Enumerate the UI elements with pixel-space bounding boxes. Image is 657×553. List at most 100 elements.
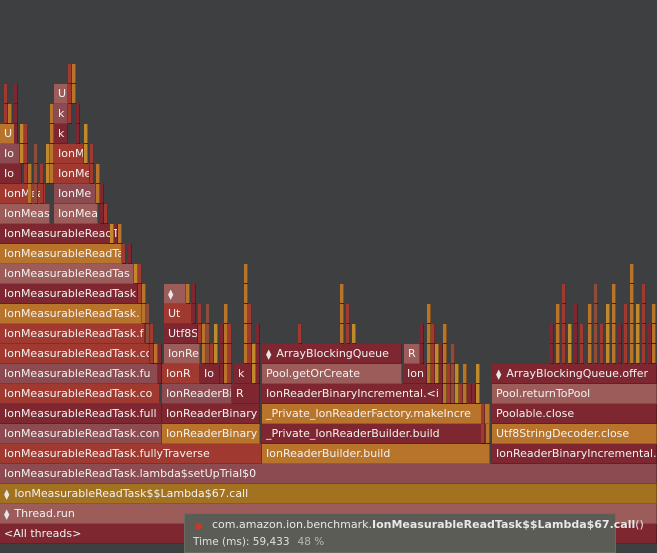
flame-frame-sliver[interactable] [28,164,32,204]
flame-frame-sliver[interactable] [68,64,72,124]
flame-frame[interactable]: R [232,384,260,404]
flame-frame[interactable]: Utf8S [164,324,198,344]
flame-frame[interactable]: R [404,344,420,364]
flame-frame-sliver[interactable] [220,324,224,384]
flame-frame-sliver[interactable] [443,324,447,404]
flame-frame-sliver[interactable] [550,324,554,364]
flame-frame[interactable]: IonMe [54,164,90,184]
flame-frame-sliver[interactable] [476,364,480,404]
flame-frame-sliver[interactable] [486,424,490,444]
flame-frame-sliver[interactable] [20,124,24,164]
flame-frame-sliver[interactable] [142,284,146,324]
flame-frame-sliver[interactable] [594,284,598,364]
flame-frame-sliver[interactable] [244,264,248,364]
flame-frame[interactable]: ▲ ▼ [164,284,186,304]
flame-frame-sliver[interactable] [76,104,80,144]
flame-frame-sliver[interactable] [104,204,108,224]
flame-frame[interactable]: Io [200,364,220,384]
flame-frame-sliver[interactable] [481,404,485,444]
flame-frame[interactable]: IonMeas [0,204,50,224]
flame-frame[interactable]: _Private_IonReaderFactory.makeIncre [262,404,490,424]
flame-frame-sliver[interactable] [146,304,150,344]
flame-frame-sliver[interactable] [568,324,572,364]
flame-frame[interactable]: Utf8StringDecoder.close [492,424,657,444]
flame-frame-sliver[interactable] [298,324,302,344]
flame-frame[interactable]: IonMeasurableReadTas [0,264,134,284]
flame-frame-sliver[interactable] [447,364,451,404]
flame-frame-sliver[interactable] [472,384,476,404]
flame-frame-sliver[interactable] [652,304,656,364]
flame-frame-sliver[interactable] [90,144,94,184]
flame-frame[interactable]: Poolable.close [492,404,657,424]
flame-frame-sliver[interactable] [252,344,256,384]
flame-frame-sliver[interactable] [4,84,8,124]
flame-frame-sliver[interactable] [122,244,126,264]
flame-frame-sliver[interactable] [206,304,210,364]
flame-frame[interactable]: IonMeasurableReadT [0,224,118,244]
flame-frame-sliver[interactable] [46,144,50,184]
flame-frame[interactable]: IonMeasurableReadTask.fullyTraverse [0,444,262,464]
flame-frame[interactable]: Io [0,144,20,164]
flame-frame-sliver[interactable] [202,324,206,364]
flame-frame-sliver[interactable] [210,344,214,364]
flame-frame-sliver[interactable] [72,64,76,104]
flame-frame-sliver[interactable] [556,304,560,364]
flame-frame[interactable]: IonMeasurableReadTask.lambda$setUpTrial$… [0,464,657,484]
flame-frame-sliver[interactable] [150,324,154,364]
flame-frame-sliver[interactable] [14,84,18,144]
flame-frame-sliver[interactable] [228,324,232,384]
flame-frame-sliver[interactable] [198,304,202,344]
flame-frame[interactable]: IonReaderBinary [162,424,260,444]
flame-frame-sliver[interactable] [459,384,463,404]
flame-frame[interactable]: IonMeasurableReadTask.fu [0,364,158,384]
flame-frame[interactable]: U [54,84,68,104]
flame-frame[interactable]: Ut [164,304,192,324]
flame-frame-sliver[interactable] [455,364,459,404]
flame-frame-sliver[interactable] [435,344,439,384]
flame-frame-sliver[interactable] [562,284,566,364]
flame-frame-sliver[interactable] [24,124,28,184]
flame-frame[interactable]: k [54,124,68,144]
flame-frame-sliver[interactable] [256,324,260,384]
flame-frame[interactable]: IonMeasurableReadTask [0,284,138,304]
flame-frame[interactable]: IonMeasurableReadTask.con [0,424,162,444]
flame-frame[interactable]: IonMeasurableReadTask.co [0,344,150,364]
flame-frame[interactable]: IonMeasurableReadTask. [0,304,142,324]
flame-frame[interactable]: IonRe [164,344,200,364]
flame-frame[interactable]: IonM [54,144,84,164]
flame-frame[interactable]: k [54,104,68,124]
flame-frame-sliver[interactable] [158,344,162,384]
flame-frame-sliver[interactable] [618,324,622,364]
flame-frame-sliver[interactable] [8,104,12,124]
flame-frame-sliver[interactable] [451,344,455,404]
flame-frame[interactable]: IonReaderBi [162,384,232,404]
flame-frame[interactable]: ▲ ▼ ArrayBlockingQueue.offer [492,364,657,384]
flame-frame-sliver[interactable] [427,304,431,384]
flame-frame[interactable]: IonR [162,364,200,384]
flame-frame-sliver[interactable] [648,324,652,364]
flame-frame-sliver[interactable] [431,324,435,384]
flame-frame-sliver[interactable] [636,304,640,364]
flame-frame-sliver[interactable] [134,264,138,284]
flame-frame[interactable]: ▲ ▼ ArrayBlockingQueue [262,344,402,364]
flame-frame-sliver[interactable] [128,244,132,264]
flame-frame-sliver[interactable] [186,284,190,304]
flame-frame[interactable]: IonMeasurableReadTa [0,244,122,264]
flame-frame[interactable]: IonMe [54,184,96,204]
flame-frame-sliver[interactable] [606,304,610,364]
flame-frame-sliver[interactable] [588,304,592,364]
flame-frame-sliver[interactable] [574,304,578,364]
flame-frame[interactable]: IonMeasurableReadTask.co [0,384,160,404]
flame-frame-sliver[interactable] [118,224,122,244]
flame-frame-sliver[interactable] [110,224,114,244]
flame-frame[interactable]: IonReaderBinary [162,404,260,424]
flame-frame[interactable]: IonReaderBinaryIncremental.<init> [262,384,472,404]
flame-frame-sliver[interactable] [346,304,350,344]
flame-frame-sliver[interactable] [642,284,646,364]
flame-frame-sliver[interactable] [214,324,218,364]
flame-frame[interactable]: Ion [403,364,427,384]
flame-frame[interactable]: IonReaderBinaryIncremental.<init> [492,444,657,464]
flame-frame[interactable]: IonReaderBuilder.build [262,444,490,464]
flame-frame-sliver[interactable] [463,364,467,404]
